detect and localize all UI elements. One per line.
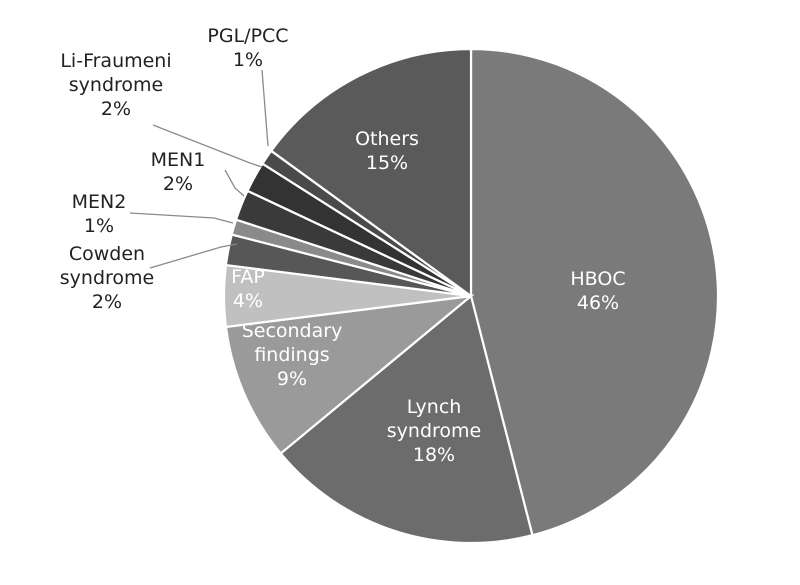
leader-line-cowden-syndrome — [149, 243, 238, 269]
slice-value-men2: 1% — [84, 215, 114, 237]
leader-line-men2 — [129, 212, 234, 224]
slice-name-others: Others — [355, 128, 419, 150]
leader-line-men1 — [224, 169, 245, 197]
slice-value-others: 15% — [366, 152, 408, 174]
slice-value-fap: 4% — [233, 290, 263, 312]
slice-name-lynch-syndrome: syndrome — [387, 420, 481, 442]
leader-line-pgl-pcc — [261, 69, 269, 147]
slice-name-men2: MEN2 — [72, 191, 127, 213]
slice-label-cowden-syndrome: Cowden syndrome 2% — [60, 243, 154, 313]
slice-value-men1: 2% — [163, 173, 193, 195]
slice-label-others: Others 15% — [355, 128, 419, 174]
slice-value-secondary-findings: 9% — [277, 368, 307, 390]
slice-name-hboc: HBOC — [570, 268, 625, 290]
slice-value-pgl-pcc: 1% — [233, 49, 263, 71]
slice-name-fap: FAP — [231, 266, 265, 288]
pie-slice-others — [269, 47, 473, 299]
slice-name-lynch-syndrome: Lynch — [407, 396, 462, 418]
slice-label-hboc: HBOC 46% — [570, 268, 625, 314]
slice-name-cowden-syndrome: Cowden — [69, 243, 145, 265]
slice-label-fap: FAP 4% — [231, 266, 265, 312]
slice-name-li-fraumeni-syndrome: Li-Fraumeni — [60, 50, 171, 72]
slice-label-men1: MEN1 2% — [151, 149, 206, 195]
slice-name-secondary-findings: Secondary — [242, 320, 343, 342]
slice-value-hboc: 46% — [577, 292, 619, 314]
slice-value-lynch-syndrome: 18% — [413, 444, 455, 466]
slice-label-li-fraumeni-syndrome: Li-Fraumeni syndrome 2% — [60, 50, 171, 120]
slice-name-secondary-findings: findings — [254, 344, 329, 366]
pie-slice-secondary-findings — [224, 294, 475, 455]
slice-value-cowden-syndrome: 2% — [92, 291, 122, 313]
slice-label-lynch-syndrome: Lynch syndrome 18% — [387, 396, 481, 466]
slice-name-men1: MEN1 — [151, 149, 206, 171]
slice-value-li-fraumeni-syndrome: 2% — [101, 98, 131, 120]
slice-name-li-fraumeni-syndrome: syndrome — [69, 74, 163, 96]
pie-slice-lynch-syndrome — [279, 294, 534, 545]
pie-slice-hboc — [469, 47, 720, 537]
slice-label-secondary-findings: Secondary findings 9% — [242, 320, 343, 390]
slice-name-cowden-syndrome: syndrome — [60, 267, 154, 289]
slice-label-men2: MEN2 1% — [72, 191, 127, 237]
slice-name-pgl-pcc: PGL/PCC — [207, 25, 288, 47]
slice-label-pgl-pcc: PGL/PCC 1% — [207, 25, 288, 71]
leader-line-li-fraumeni-syndrome — [152, 124, 263, 168]
